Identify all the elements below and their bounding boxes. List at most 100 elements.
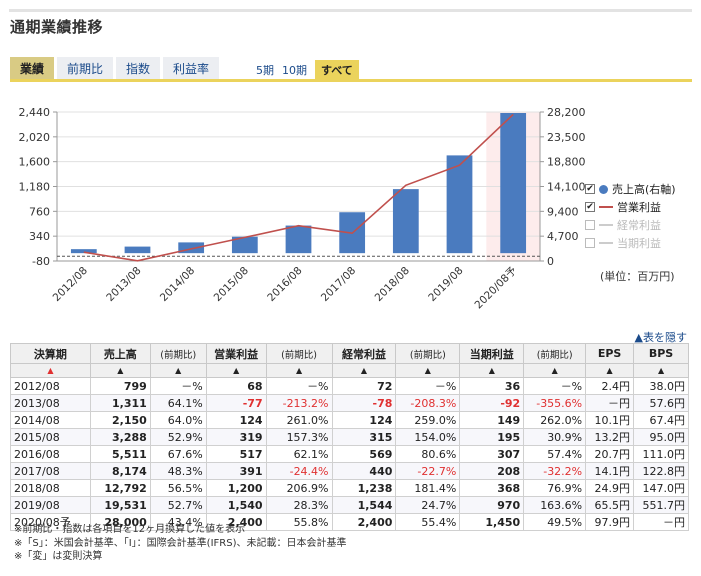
ordinary-profit-cell: 72 bbox=[331, 377, 397, 395]
legend-item-sales[interactable]: ✔ 売上高(右軸) bbox=[585, 180, 676, 198]
right-tick-label: 14,100 bbox=[547, 181, 586, 194]
net-change-cell: -355.6% bbox=[523, 394, 587, 412]
header-change[interactable]: (前期比) bbox=[149, 343, 207, 364]
sort-up-icon[interactable]: ▲ bbox=[459, 363, 525, 378]
sort-up-icon[interactable]: ▲ bbox=[149, 363, 207, 378]
legend-label: 営業利益 bbox=[617, 201, 661, 214]
sales-change-cell: 43.4% bbox=[149, 513, 207, 531]
right-tick-label: 0 bbox=[547, 255, 554, 268]
ordinary-change-cell: 154.0% bbox=[395, 428, 461, 446]
checkbox-checked-icon[interactable]: ✔ bbox=[585, 202, 595, 212]
tab-margin[interactable]: 利益率 bbox=[163, 57, 220, 81]
operating-change-cell: 55.8% bbox=[265, 513, 333, 531]
header-operating-profit[interactable]: 営業利益 bbox=[205, 343, 267, 364]
checkbox-unchecked-icon[interactable]: ✔ bbox=[585, 220, 595, 230]
sales-bar bbox=[392, 189, 419, 254]
bps-cell: 147.0円 bbox=[633, 479, 689, 497]
period-selector: 5期 10期 すべて bbox=[256, 60, 367, 80]
ordinary-profit-cell: 440 bbox=[331, 462, 397, 480]
legend-item-ordinary-profit[interactable]: ✔ 経常利益 bbox=[585, 216, 676, 234]
header-change[interactable]: (前期比) bbox=[395, 343, 461, 364]
x-tick-label: 2015/08 bbox=[212, 265, 251, 304]
tab-underline bbox=[10, 79, 692, 82]
ordinary-change-cell: －% bbox=[395, 377, 461, 395]
ordinary-change-cell: 259.0% bbox=[395, 411, 461, 429]
footnote: ※前期比・指数は各項目を12ヶ月換算した値を表示 bbox=[14, 524, 246, 535]
sort-arrow-row: ▲ ▲ ▲ ▲ ▲ ▲ ▲ ▲ ▲ ▲ ▲ bbox=[10, 363, 689, 378]
header-period[interactable]: 決算期 bbox=[10, 343, 91, 364]
hide-table-link[interactable]: ▲表を隠す bbox=[634, 331, 687, 344]
left-tick-label: 760 bbox=[29, 205, 50, 218]
sales-cell: 1,311 bbox=[89, 394, 151, 412]
left-tick-label: 2,440 bbox=[19, 106, 51, 119]
sales-cell: 8,174 bbox=[89, 462, 151, 480]
table-row: 2012/08 799 －% 68 －% 72 －% 36 －% 2.4円 38.0円 bbox=[10, 377, 689, 395]
sort-up-icon[interactable]: ▲ bbox=[395, 363, 461, 378]
operating-profit-cell: 1,540 bbox=[205, 496, 267, 514]
eps-cell: 10.1円 bbox=[585, 411, 635, 429]
eps-cell: 24.9円 bbox=[585, 479, 635, 497]
period-cell: 2020/08予 bbox=[10, 513, 91, 531]
period-5-button[interactable]: 5期 bbox=[256, 64, 274, 77]
net-profit-cell: 1,450 bbox=[459, 513, 525, 531]
header-bps[interactable]: BPS bbox=[633, 343, 689, 364]
net-change-cell: 163.6% bbox=[523, 496, 587, 514]
sales-change-cell: 52.9% bbox=[149, 428, 207, 446]
header-ordinary-profit[interactable]: 経常利益 bbox=[331, 343, 397, 364]
x-tick-label: 2019/08 bbox=[426, 265, 465, 304]
net-change-cell: 76.9% bbox=[523, 479, 587, 497]
legend-item-operating-profit[interactable]: ✔ 営業利益 bbox=[585, 198, 676, 216]
period-cell: 2019/08 bbox=[10, 496, 91, 514]
header-change[interactable]: (前期比) bbox=[265, 343, 333, 364]
ordinary-profit-cell: 124 bbox=[331, 411, 397, 429]
sort-up-icon[interactable]: ▲ bbox=[205, 363, 267, 378]
table-row: 2014/08 2,150 64.0% 124 261.0% 124 259.0% 149 26… bbox=[10, 411, 689, 429]
x-tick-label: 2020/08予 bbox=[473, 265, 520, 312]
sales-bar bbox=[285, 225, 312, 254]
checkbox-checked-icon[interactable]: ✔ bbox=[585, 184, 595, 194]
sales-change-cell: 64.0% bbox=[149, 411, 207, 429]
header-sales[interactable]: 売上高 bbox=[89, 343, 151, 364]
footnote: ※「変」は変則決算 bbox=[14, 551, 103, 562]
sort-up-icon[interactable]: ▲ bbox=[633, 363, 689, 378]
net-change-cell: 49.5% bbox=[523, 513, 587, 531]
net-profit-cell: 149 bbox=[459, 411, 525, 429]
eps-cell: 13.2円 bbox=[585, 428, 635, 446]
legend-item-net-profit[interactable]: ✔ 当期利益 bbox=[585, 234, 676, 252]
period-cell: 2015/08 bbox=[10, 428, 91, 446]
sort-up-icon[interactable]: ▲ bbox=[10, 363, 91, 378]
sales-change-cell: 52.7% bbox=[149, 496, 207, 514]
header-eps[interactable]: EPS bbox=[585, 343, 635, 364]
sort-up-icon[interactable]: ▲ bbox=[265, 363, 333, 378]
checkbox-unchecked-icon[interactable]: ✔ bbox=[585, 238, 595, 248]
tab-results[interactable]: 業績 bbox=[10, 57, 55, 81]
period-10-button[interactable]: 10期 bbox=[282, 64, 307, 77]
sales-change-cell: 56.5% bbox=[149, 479, 207, 497]
sort-up-icon[interactable]: ▲ bbox=[89, 363, 151, 378]
operating-profit-cell: 1,200 bbox=[205, 479, 267, 497]
tab-bar: 業績 前期比 指数 利益率 bbox=[10, 57, 222, 81]
period-all-button[interactable]: すべて bbox=[315, 60, 359, 80]
sort-up-icon[interactable]: ▲ bbox=[331, 363, 397, 378]
performance-chart: 2,440 28,200 2,020 23,500 1,600 18,800 1,180 14… bbox=[19, 106, 586, 312]
sort-up-icon[interactable]: ▲ bbox=[523, 363, 587, 378]
operating-profit-cell: 517 bbox=[205, 445, 267, 463]
net-change-cell: 30.9% bbox=[523, 428, 587, 446]
tab-yoy[interactable]: 前期比 bbox=[57, 57, 114, 81]
sales-cell: 19,531 bbox=[89, 496, 151, 514]
bps-cell: 95.0円 bbox=[633, 428, 689, 446]
operating-profit-cell: 391 bbox=[205, 462, 267, 480]
sort-up-icon[interactable]: ▲ bbox=[585, 363, 635, 378]
header-net-profit[interactable]: 当期利益 bbox=[459, 343, 525, 364]
eps-cell: 97.9円 bbox=[585, 513, 635, 531]
ordinary-profit-cell: 315 bbox=[331, 428, 397, 446]
chart-legend: ✔ 売上高(右軸) ✔ 営業利益 ✔ 経常利益 ✔ 当期利益 bbox=[585, 180, 676, 252]
footnote: ※「S」：米国会計基準、「I」：国際会計基準(IFRS)、未記載：日本会計基準 bbox=[14, 537, 347, 549]
operating-change-cell: 206.9% bbox=[265, 479, 333, 497]
bps-cell: 111.0円 bbox=[633, 445, 689, 463]
tab-index[interactable]: 指数 bbox=[116, 57, 161, 81]
right-tick-label: 9,400 bbox=[547, 205, 579, 218]
header-change[interactable]: (前期比) bbox=[523, 343, 587, 364]
eps-cell: 65.5円 bbox=[585, 496, 635, 514]
ordinary-profit-cell: 1,544 bbox=[331, 496, 397, 514]
